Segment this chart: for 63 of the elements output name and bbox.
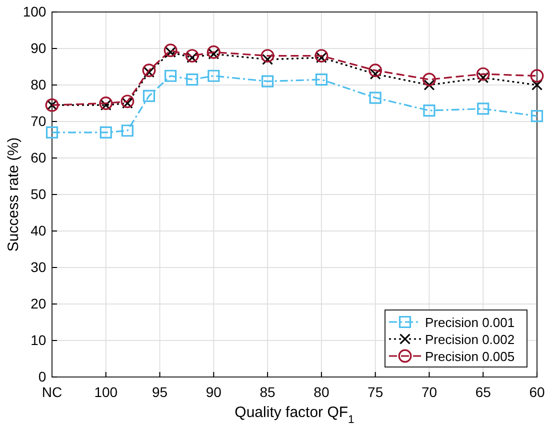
point [143,66,155,78]
point [208,48,220,60]
point [531,79,543,91]
point [477,102,490,115]
point [142,64,156,78]
x-tick-label: 80 [314,384,330,400]
y-tick-label: 20 [30,295,46,312]
point [99,96,113,110]
point [165,46,176,58]
point [370,68,381,80]
y-tick-label: 30 [30,258,46,275]
y-tick-label: 100 [22,3,46,20]
point [422,72,436,86]
point [260,49,274,63]
point [100,126,112,138]
point [164,70,177,82]
point [424,79,435,91]
y-tick-label: 40 [30,222,46,238]
x-tick-label: 85 [260,384,276,400]
x-tick-label: 90 [206,384,222,400]
y-tick-label: 70 [30,112,46,129]
y-axis-title: Success rate (%) [5,137,22,252]
legend-label: Precision 0.002 [425,332,515,347]
x-axis-title: Quality factor QF$_{1}$ [234,404,354,426]
point [164,44,178,58]
y-tick-label: 10 [30,332,46,348]
y-tick-label: 50 [30,186,46,202]
point [476,67,490,81]
point [314,49,328,63]
point [185,49,199,63]
point [530,110,544,122]
x-tick-label: 95 [152,384,168,400]
legend-label: Precision 0.001 [425,315,515,330]
point [423,104,436,117]
legend-label: Precision 0.005 [425,349,515,364]
y-tick-label: 90 [30,40,46,56]
point [369,92,382,104]
y-tick-label: 0 [38,368,46,384]
point [122,98,133,109]
point [121,124,134,137]
x-tick-label: 65 [475,384,492,400]
point [478,72,489,84]
point [315,73,328,86]
point [142,90,156,102]
point [206,45,220,59]
point [316,52,327,64]
x-tick-label: 100 [94,384,118,400]
point [262,54,274,65]
point [100,100,112,111]
point [186,73,198,86]
point [208,70,220,82]
point [186,52,198,64]
x-tick-label: NC [42,384,62,400]
y-tick-label: 80 [30,76,46,92]
point [120,94,134,108]
point [368,64,382,78]
point [262,75,274,88]
x-tick-label: 75 [368,384,384,400]
point [530,69,544,83]
y-tick-label: 60 [30,149,46,166]
x-tick-label: 60 [529,384,545,400]
x-tick-label: 70 [421,384,438,400]
point [46,126,58,138]
